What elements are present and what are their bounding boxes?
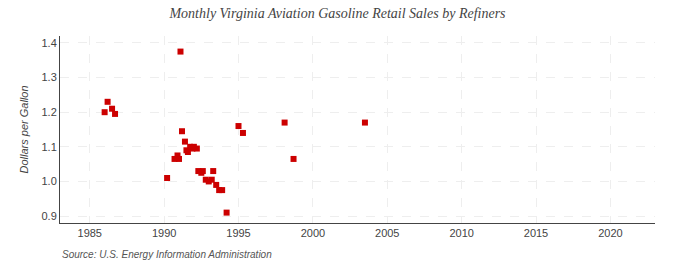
svg-text:0.9: 0.9 [42, 210, 57, 222]
svg-text:Source: U.S. Energy Informatio: Source: U.S. Energy Information Administ… [62, 249, 272, 260]
svg-text:2015: 2015 [524, 227, 548, 239]
svg-text:1.0: 1.0 [42, 175, 57, 187]
svg-text:1.1: 1.1 [42, 141, 57, 153]
svg-text:1.2: 1.2 [42, 106, 57, 118]
svg-text:1995: 1995 [226, 227, 250, 239]
svg-text:2010: 2010 [449, 227, 473, 239]
svg-text:2005: 2005 [375, 227, 399, 239]
svg-text:1990: 1990 [152, 227, 176, 239]
svg-text:2000: 2000 [301, 227, 325, 239]
svg-text:1985: 1985 [78, 227, 102, 239]
svg-text:1.3: 1.3 [42, 71, 57, 83]
svg-text:2020: 2020 [598, 227, 622, 239]
svg-text:Monthly Virginia Aviation Gaso: Monthly Virginia Aviation Gasoline Retai… [168, 6, 506, 21]
svg-text:1.4: 1.4 [42, 37, 57, 49]
svg-text:Dollars per Gallon: Dollars per Gallon [18, 85, 30, 173]
